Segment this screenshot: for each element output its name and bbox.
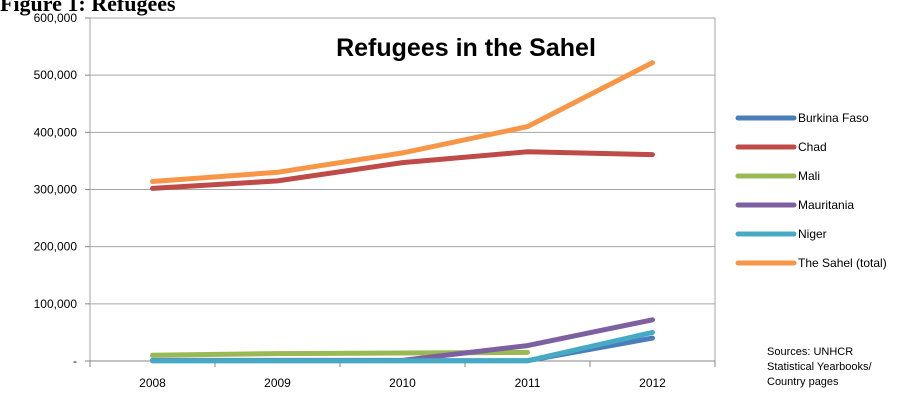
x-tick-label: 2010 [389,376,416,390]
y-tick-label: 400,000 [34,125,78,139]
y-tick-label: 500,000 [34,68,78,82]
y-tick-label: 300,000 [34,183,78,197]
series-line [150,329,655,364]
sources-line-3: Country pages [767,376,839,388]
legend-label: Niger [798,227,827,241]
sources-line-1: Sources: UNHCR [767,346,854,358]
legend-label: Mali [798,169,820,183]
y-tick-label: - [73,354,77,368]
y-tick-label: 200,000 [34,240,78,254]
x-tick-label: 2008 [139,376,166,390]
legend-label: Burkina Faso [798,111,869,125]
sources-note: Sources: UNHCR Statistical Yearbooks/ Co… [767,345,872,390]
series-line [150,149,655,191]
chart-title: Refugees in the Sahel [336,34,596,62]
y-tick-label: 100,000 [34,297,78,311]
legend-label: Chad [798,140,827,154]
legend-label: Mauritania [798,198,854,212]
sources-line-2: Statistical Yearbooks/ [767,361,872,373]
legend-label: The Sahel (total) [798,256,887,270]
series-line [150,60,655,184]
x-tick-label: 2011 [515,376,541,390]
y-tick-label: 600,000 [34,11,78,25]
x-tick-label: 2012 [639,376,666,390]
figure-heading: Figure 1: Refugees [0,0,176,16]
x-tick-label: 2009 [264,376,291,390]
